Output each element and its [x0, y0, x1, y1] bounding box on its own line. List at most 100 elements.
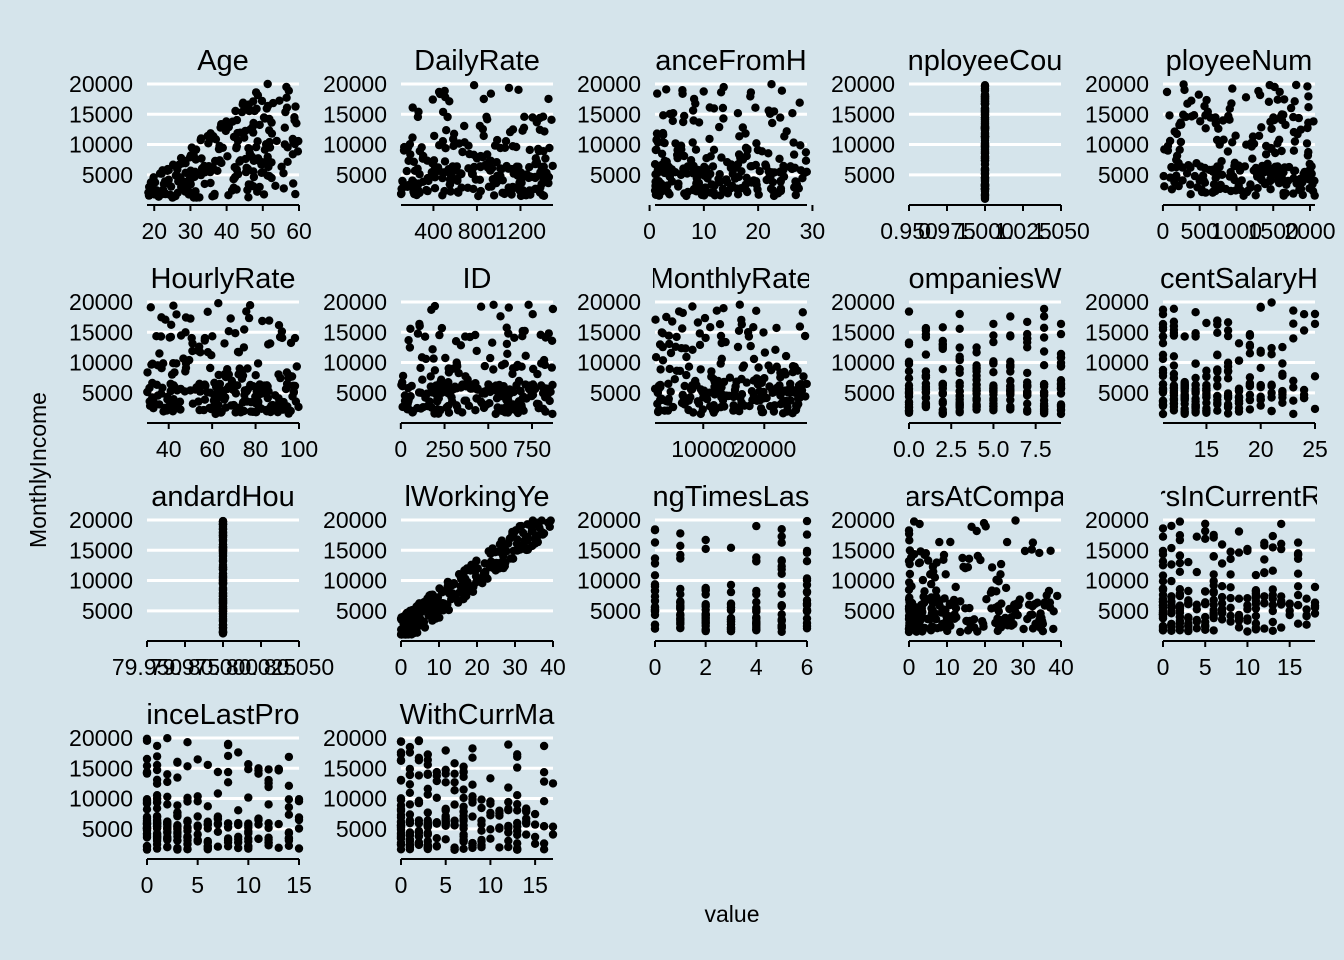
- data-point: [456, 582, 465, 591]
- data-point: [406, 628, 415, 638]
- data-point: [1226, 617, 1235, 626]
- data-point: [651, 353, 661, 362]
- data-point: [1226, 593, 1235, 603]
- data-point: [163, 800, 172, 809]
- data-point: [489, 300, 498, 309]
- data-point: [445, 175, 455, 184]
- data-point: [708, 406, 718, 415]
- data-point: [430, 366, 440, 375]
- data-point: [244, 842, 253, 851]
- data-point: [191, 145, 201, 154]
- data-point: [459, 568, 468, 578]
- data-point: [548, 304, 558, 314]
- data-point: [224, 191, 233, 200]
- data-point: [767, 80, 776, 89]
- data-point: [1254, 131, 1264, 140]
- data-point: [253, 359, 263, 368]
- data-point: [1201, 587, 1210, 596]
- data-point: [211, 135, 221, 144]
- data-point: [650, 526, 660, 535]
- data-point: [670, 375, 679, 384]
- data-point: [211, 409, 220, 419]
- x-tick-label: 40: [1048, 654, 1074, 680]
- data-point: [989, 384, 998, 393]
- data-point: [1158, 614, 1168, 623]
- data-point: [152, 811, 162, 821]
- data-point: [441, 835, 450, 844]
- data-point: [540, 127, 549, 136]
- data-point: [244, 793, 253, 802]
- data-point: [274, 819, 283, 829]
- data-point: [423, 770, 432, 779]
- data-point: [186, 386, 195, 395]
- data-point: [413, 112, 423, 122]
- data-point: [732, 184, 742, 193]
- data-point: [244, 821, 253, 830]
- data-point: [1158, 532, 1168, 541]
- data-point: [513, 800, 522, 809]
- data-point: [764, 106, 773, 115]
- data-point: [744, 332, 754, 341]
- data-point: [1175, 612, 1185, 621]
- data-point: [1023, 614, 1032, 624]
- data-point: [1209, 587, 1218, 596]
- facet-title: Age: [197, 45, 249, 77]
- data-point: [173, 845, 182, 854]
- data-point: [471, 330, 480, 340]
- data-point: [1158, 339, 1168, 348]
- data-point: [528, 310, 537, 319]
- data-point: [904, 627, 914, 637]
- data-point: [688, 169, 698, 178]
- data-point: [658, 329, 668, 338]
- data-point: [701, 183, 710, 192]
- data-point: [479, 131, 488, 141]
- data-point: [904, 389, 914, 398]
- data-point: [1056, 380, 1066, 389]
- data-point: [1175, 531, 1185, 540]
- data-point: [217, 158, 226, 168]
- data-point: [1305, 184, 1314, 193]
- x-tick-label: 0: [394, 436, 407, 462]
- data-point: [721, 337, 730, 347]
- data-point: [1209, 576, 1218, 586]
- data-point: [1234, 623, 1244, 632]
- x-tick-label: 500: [1181, 218, 1219, 244]
- data-point: [201, 165, 211, 175]
- data-point: [414, 816, 424, 825]
- data-point: [1022, 390, 1032, 400]
- data-point: [802, 516, 812, 526]
- data-point: [501, 137, 511, 146]
- data-point: [757, 407, 767, 417]
- data-point: [796, 141, 805, 150]
- data-point: [924, 556, 933, 565]
- y-tick-label: 15000: [577, 101, 641, 127]
- data-point: [1305, 174, 1314, 183]
- data-point: [1039, 391, 1049, 400]
- data-point: [980, 190, 990, 200]
- data-point: [265, 137, 274, 147]
- data-point: [163, 828, 172, 837]
- data-point: [288, 381, 298, 390]
- data-point: [726, 580, 736, 590]
- data-point: [769, 407, 779, 416]
- data-point: [776, 177, 785, 186]
- data-point: [1235, 166, 1245, 175]
- data-point: [1293, 550, 1303, 560]
- data-point: [717, 153, 726, 162]
- data-point: [289, 179, 298, 188]
- data-point: [1170, 127, 1179, 136]
- x-tick-label: 0.0: [893, 436, 925, 462]
- data-point: [1278, 342, 1287, 352]
- data-point: [413, 614, 422, 623]
- data-point: [405, 828, 415, 837]
- data-point: [678, 86, 687, 95]
- data-point: [142, 769, 152, 778]
- data-point: [1303, 82, 1312, 91]
- data-point: [713, 376, 723, 386]
- data-point: [1011, 607, 1020, 616]
- data-point: [677, 344, 686, 353]
- data-point: [1225, 115, 1234, 124]
- data-point: [234, 370, 243, 379]
- data-point: [183, 816, 192, 825]
